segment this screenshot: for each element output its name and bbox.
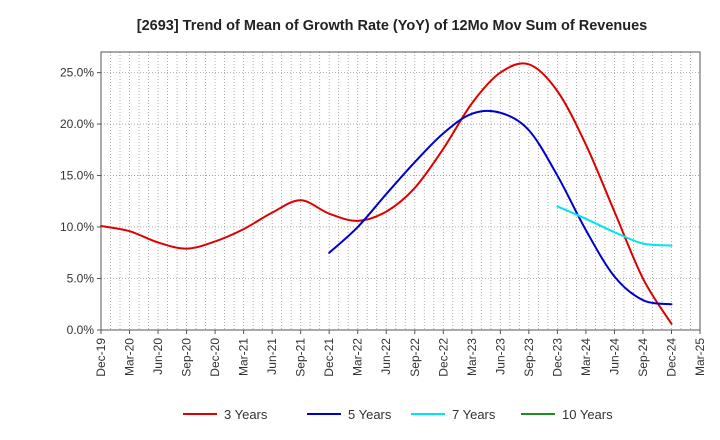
y-tick-label: 20.0% [60, 117, 94, 131]
y-tick-label: 25.0% [60, 66, 94, 80]
x-tick-label: Sep-23 [522, 338, 536, 377]
x-tick-label: Mar-25 [693, 338, 707, 376]
x-tick-label: Sep-21 [294, 338, 308, 377]
x-tick-label: Mar-20 [123, 338, 137, 376]
legend-label-10-years: 10 Years [562, 407, 613, 422]
x-tick-label: Dec-20 [208, 338, 222, 377]
chart-title: [2693] Trend of Mean of Growth Rate (YoY… [137, 18, 648, 34]
x-tick-label: Jun-24 [607, 338, 621, 375]
series-line-3-years [100, 62, 673, 325]
x-tick-label: Dec-21 [322, 338, 336, 377]
plot-border [100, 51, 701, 331]
x-tick-label: Mar-21 [237, 338, 251, 376]
series-line-5-years [328, 109, 673, 306]
x-tick-label: Dec-19 [94, 338, 108, 377]
legend: 3 Years 5 Years 7 Years 10 Years [183, 407, 613, 422]
x-tick-label: Dec-24 [664, 338, 678, 377]
axes: 0.0% 5.0% 10.0% 15.0% 20.0% 25.0% Dec-19 Mar-20… [60, 51, 707, 377]
grid-lines [100, 52, 701, 331]
plot-area [101, 52, 700, 330]
x-tick-label: Jun-23 [493, 338, 507, 375]
plot-background [101, 52, 700, 330]
legend-label-7-years: 7 Years [452, 407, 496, 422]
x-tick-label: Dec-23 [550, 338, 564, 377]
y-tick-label: 0.0% [67, 323, 95, 337]
x-tick-label: Mar-22 [351, 338, 365, 376]
y-tick-label: 5.0% [67, 272, 95, 286]
x-tick-label: Dec-22 [436, 338, 450, 377]
x-tick-label: Jun-22 [379, 338, 393, 375]
y-tick-label: 10.0% [60, 220, 94, 234]
x-tick-label: Mar-23 [465, 338, 479, 376]
series-group [100, 62, 673, 325]
legend-label-3-years: 3 Years [224, 407, 268, 422]
series-line-7-years [556, 205, 673, 247]
x-tick-label: Sep-22 [408, 338, 422, 377]
x-tick-label: Jun-21 [265, 338, 279, 375]
x-tick-label: Jun-20 [151, 338, 165, 375]
x-tick-label: Sep-20 [180, 338, 194, 377]
x-tick-label: Sep-24 [636, 338, 650, 377]
x-tick-label: Mar-24 [579, 338, 593, 376]
y-tick-label: 15.0% [60, 169, 94, 183]
legend-label-5-years: 5 Years [348, 407, 392, 422]
